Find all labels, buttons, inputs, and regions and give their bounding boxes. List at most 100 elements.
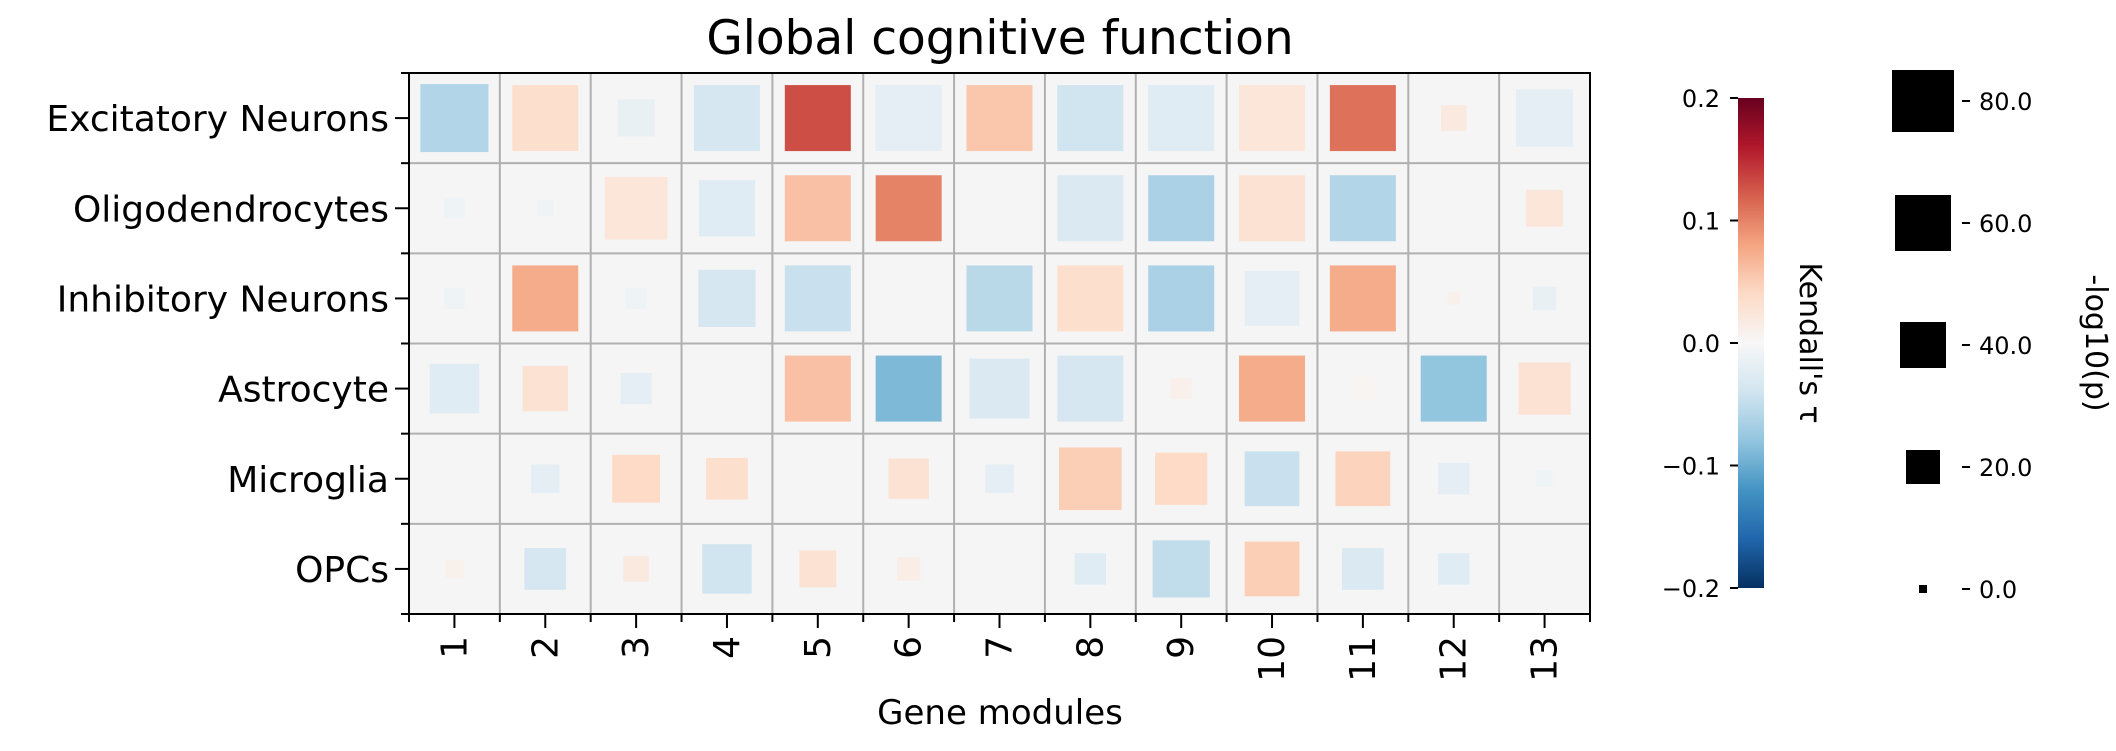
heatmap-cell: [445, 559, 464, 578]
heatmap-cell: [623, 556, 649, 582]
colorbar-label: Kendall's τ: [1792, 262, 1827, 423]
size-legend-square: [1906, 450, 1940, 484]
size-legend-square: [1919, 585, 1927, 593]
heatmap-cell: [1244, 271, 1300, 326]
heatmap-cell: [693, 85, 760, 152]
heatmap-cell: [522, 365, 569, 412]
heatmap-cell: [1239, 355, 1306, 422]
plot-area: [408, 72, 1591, 615]
size-legend-square: [1892, 70, 1954, 132]
heatmap-cell: [875, 355, 942, 422]
size-legend-marks: 80.0 60.0 40.0 20.0 0.0: [1892, 70, 2032, 604]
heatmap-cell: [702, 544, 752, 594]
heatmap-cell: [1244, 451, 1300, 507]
heatmap-cell: [1536, 470, 1553, 487]
heatmap-cell: [1057, 265, 1124, 332]
heatmap-cell: [706, 457, 748, 500]
heatmap-cell: [420, 84, 489, 153]
heatmap-cell: [784, 355, 851, 422]
heatmap-cell: [1329, 85, 1396, 152]
x-axis: 1 2 3 4 5 6 7 8 9 10 11 12 13: [408, 614, 1591, 682]
heatmap-cell: [1329, 175, 1396, 242]
heatmap-cell: [888, 458, 929, 499]
y-tick-label: Excitatory Neurons: [46, 99, 389, 140]
heatmap-cell: [1518, 362, 1571, 415]
heatmap-cell: [1170, 378, 1192, 400]
y-tick-label: Oligodendrocytes: [73, 189, 389, 230]
colorbar: 0.2 0.1 0.0 −0.1 −0.2 Kendall's τ: [1662, 85, 1827, 603]
colorbar-tick-label: 0.2: [1682, 85, 1720, 113]
colorbar-gradient: [1738, 98, 1764, 588]
heatmap-cells: [420, 84, 1574, 598]
heatmap-cell: [784, 265, 851, 332]
heatmap-cell: [1239, 85, 1306, 152]
heatmap-cell: [443, 197, 465, 219]
heatmap-cell: [784, 175, 851, 242]
x-tick-label: 11: [1343, 636, 1384, 682]
heatmap-cell: [1329, 265, 1396, 332]
size-legend: 80.0 60.0 40.0 20.0 0.0 -log10(p): [1892, 70, 2113, 604]
heatmap-cell: [1438, 553, 1470, 585]
heatmap-cell: [784, 85, 851, 152]
heatmap-cell: [1440, 105, 1467, 131]
x-tick-label: 6: [889, 636, 930, 659]
x-tick-label: 3: [616, 636, 657, 659]
heatmap-cell: [875, 175, 942, 242]
size-legend-square: [1895, 195, 1951, 251]
y-axis: Excitatory Neurons Oligodendrocytes Inhibi…: [46, 72, 409, 615]
heatmap-cell: [620, 372, 652, 405]
heatmap-cell: [1057, 355, 1124, 422]
size-legend-tick-label: 80.0: [1979, 88, 2032, 116]
x-tick-label: 10: [1252, 636, 1293, 682]
colorbar-tick-label: 0.1: [1682, 208, 1720, 236]
chart-title: Global cognitive function: [706, 11, 1293, 66]
x-tick-label: 12: [1434, 636, 1475, 682]
heatmap-cell: [512, 85, 579, 152]
x-tick-label: 9: [1161, 636, 1202, 659]
y-tick-label: Inhibitory Neurons: [57, 279, 389, 320]
heatmap-cell: [1155, 452, 1208, 505]
heatmap-cell: [698, 269, 756, 327]
heatmap-cell: [896, 557, 921, 581]
heatmap-cell: [429, 363, 480, 414]
heatmap-cell: [512, 265, 579, 332]
heatmap-cell: [1526, 189, 1564, 227]
heatmap-cell: [1057, 85, 1124, 152]
heatmap-cell: [604, 176, 668, 240]
heatmap-cell: [875, 85, 942, 152]
x-tick-label: 5: [798, 636, 839, 659]
heatmap-cell: [443, 287, 465, 309]
heatmap-cell: [1148, 265, 1215, 332]
heatmap-cell: [1074, 553, 1106, 585]
x-tick-label: 7: [980, 636, 1021, 659]
x-tick-label: 8: [1070, 636, 1111, 659]
heatmap-cell: [537, 200, 554, 217]
heatmap-cell: [1239, 175, 1306, 242]
x-tick-label: 1: [434, 636, 475, 659]
y-tick-label: OPCs: [295, 550, 389, 591]
colorbar-ticks: 0.2 0.1 0.0 −0.1 −0.2: [1662, 85, 1738, 603]
colorbar-tick-label: −0.1: [1662, 453, 1720, 481]
heatmap-cell: [698, 180, 756, 237]
heatmap-cell: [617, 99, 655, 137]
size-legend-square: [1900, 322, 1946, 368]
x-tick-label: 13: [1525, 636, 1566, 682]
x-axis-label: Gene modules: [877, 693, 1123, 733]
heatmap-cell: [1152, 540, 1210, 598]
y-tick-label: Astrocyte: [218, 370, 389, 411]
heatmap-cell: [799, 550, 837, 588]
x-tick-label: 2: [525, 636, 566, 659]
heatmap-cell: [1057, 175, 1124, 242]
grid-lines: [409, 73, 1590, 614]
heatmap-cell: [524, 548, 567, 590]
heatmap-cell: [1244, 541, 1300, 597]
heatmap-cell: [530, 464, 560, 494]
heatmap-cell: [1342, 548, 1384, 590]
x-tick-label: 4: [707, 636, 748, 659]
heatmap-cell: [1532, 286, 1557, 311]
size-legend-label: -log10(p): [2078, 274, 2113, 411]
size-legend-tick-label: 40.0: [1979, 332, 2032, 360]
heatmap-cell: [985, 464, 1014, 494]
heatmap-cell: [1438, 463, 1470, 495]
